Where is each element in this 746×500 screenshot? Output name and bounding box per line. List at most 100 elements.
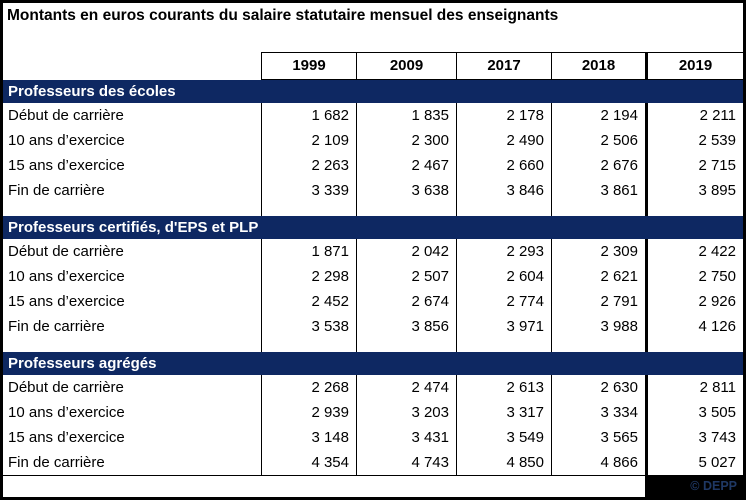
value-cell: 3 431 <box>356 425 456 450</box>
value-cell: 2 750 <box>645 264 743 289</box>
credit-badge: © DEPP <box>645 476 743 497</box>
value-cell: 2 604 <box>456 264 551 289</box>
value-cell: 4 743 <box>356 450 456 475</box>
section-header: Professeurs agrégés <box>3 352 743 375</box>
value-cell <box>456 339 551 352</box>
value-cell: 2 298 <box>261 264 356 289</box>
value-cell: 2 263 <box>261 153 356 178</box>
value-cell: 2 613 <box>456 375 551 400</box>
table-row: Début de carrière 1 871 2 042 2 293 2 309 2 4… <box>3 239 743 264</box>
value-cell: 2 621 <box>551 264 645 289</box>
footer-spacer <box>3 476 645 497</box>
section-header: Professeurs des écoles <box>3 80 743 103</box>
value-cell: 4 354 <box>261 450 356 475</box>
table-row: Début de carrière 2 268 2 474 2 613 2 630 2 8… <box>3 375 743 400</box>
value-cell: 4 866 <box>551 450 645 475</box>
value-cell <box>551 203 645 216</box>
row-label: 15 ans d’exercice <box>8 293 125 310</box>
value-cell: 3 846 <box>456 178 551 203</box>
spacer-row <box>3 203 743 216</box>
footer-row: © DEPP <box>3 475 743 497</box>
row-label: Fin de carrière <box>8 318 105 335</box>
value-cell: 2 774 <box>456 289 551 314</box>
table-row: 15 ans d’exercice 3 148 3 431 3 549 3 565 3 7… <box>3 425 743 450</box>
value-cell <box>456 203 551 216</box>
value-cell: 3 505 <box>645 400 743 425</box>
row-label: 15 ans d’exercice <box>8 157 125 174</box>
corner-cell <box>3 52 261 80</box>
row-label: 10 ans d’exercice <box>8 132 125 149</box>
value-cell: 1 871 <box>261 239 356 264</box>
value-cell: 3 895 <box>645 178 743 203</box>
value-cell: 2 926 <box>645 289 743 314</box>
spacer-row <box>3 339 743 352</box>
section-header: Professeurs certifiés, d'EPS et PLP <box>3 216 743 239</box>
value-cell: 3 549 <box>456 425 551 450</box>
row-label <box>3 339 261 352</box>
value-cell: 3 565 <box>551 425 645 450</box>
value-cell: 2 811 <box>645 375 743 400</box>
row-label: 10 ans d’exercice <box>8 268 125 285</box>
value-cell: 2 422 <box>645 239 743 264</box>
value-cell: 2 293 <box>456 239 551 264</box>
value-cell: 2 300 <box>356 128 456 153</box>
table-row: 10 ans d’exercice 2 298 2 507 2 604 2 621 2 7… <box>3 264 743 289</box>
value-cell: 3 743 <box>645 425 743 450</box>
value-cell: 3 856 <box>356 314 456 339</box>
table-body: Professeurs des écoles Début de carrière… <box>3 80 743 475</box>
table-row: Fin de carrière 4 354 4 743 4 850 4 866 5 027 <box>3 450 743 475</box>
table-row: Fin de carrière 3 339 3 638 3 846 3 861 3 895 <box>3 178 743 203</box>
value-cell: 2 539 <box>645 128 743 153</box>
row-label: Début de carrière <box>8 107 124 124</box>
value-cell: 2 630 <box>551 375 645 400</box>
value-cell <box>551 339 645 352</box>
column-header-2018: 2018 <box>551 52 645 80</box>
value-cell: 3 638 <box>356 178 456 203</box>
value-cell: 5 027 <box>645 450 743 475</box>
value-cell: 3 538 <box>261 314 356 339</box>
value-cell: 4 850 <box>456 450 551 475</box>
year-header-row: 1999 2009 2017 2018 2019 <box>3 52 743 80</box>
value-cell: 2 506 <box>551 128 645 153</box>
row-label: Début de carrière <box>8 243 124 260</box>
row-label: 10 ans d’exercice <box>8 404 125 421</box>
value-cell: 2 507 <box>356 264 456 289</box>
value-cell <box>356 203 456 216</box>
table-row: 15 ans d’exercice 2 452 2 674 2 774 2 791 2 9… <box>3 289 743 314</box>
value-cell: 2 660 <box>456 153 551 178</box>
table-title: Montants en euros courants du salaire st… <box>7 7 559 24</box>
value-cell: 1 682 <box>261 103 356 128</box>
row-label: Fin de carrière <box>8 454 105 471</box>
value-cell: 2 178 <box>456 103 551 128</box>
value-cell: 2 474 <box>356 375 456 400</box>
value-cell: 2 268 <box>261 375 356 400</box>
value-cell: 3 148 <box>261 425 356 450</box>
value-cell: 1 835 <box>356 103 456 128</box>
section-rows: Début de carrière 1 682 1 835 2 178 2 194 2 2… <box>3 103 743 203</box>
value-cell: 3 203 <box>356 400 456 425</box>
value-cell: 2 309 <box>551 239 645 264</box>
value-cell: 3 861 <box>551 178 645 203</box>
row-label: 15 ans d’exercice <box>8 429 125 446</box>
row-label: Début de carrière <box>8 379 124 396</box>
section-rows: Début de carrière 1 871 2 042 2 293 2 309 2 4… <box>3 239 743 339</box>
value-cell: 2 676 <box>551 153 645 178</box>
table-section: Professeurs agrégés Début de carrière 2 2… <box>3 352 743 475</box>
value-cell: 3 988 <box>551 314 645 339</box>
value-cell: 3 317 <box>456 400 551 425</box>
value-cell: 3 334 <box>551 400 645 425</box>
column-header-2019: 2019 <box>645 52 743 80</box>
value-cell: 2 109 <box>261 128 356 153</box>
value-cell: 2 042 <box>356 239 456 264</box>
table-row: Fin de carrière 3 538 3 856 3 971 3 988 4 126 <box>3 314 743 339</box>
table-row: Début de carrière 1 682 1 835 2 178 2 194 2 2… <box>3 103 743 128</box>
value-cell: 2 791 <box>551 289 645 314</box>
table-row: 10 ans d’exercice 2 109 2 300 2 490 2 506 2 5… <box>3 128 743 153</box>
table-section: Professeurs certifiés, d'EPS et PLP Débu… <box>3 216 743 339</box>
value-cell: 3 971 <box>456 314 551 339</box>
table-row: 15 ans d’exercice 2 263 2 467 2 660 2 676 2 7… <box>3 153 743 178</box>
section-rows: Début de carrière 2 268 2 474 2 613 2 630 2 8… <box>3 375 743 475</box>
value-cell: 2 452 <box>261 289 356 314</box>
table-row: 10 ans d’exercice 2 939 3 203 3 317 3 334 3 5… <box>3 400 743 425</box>
